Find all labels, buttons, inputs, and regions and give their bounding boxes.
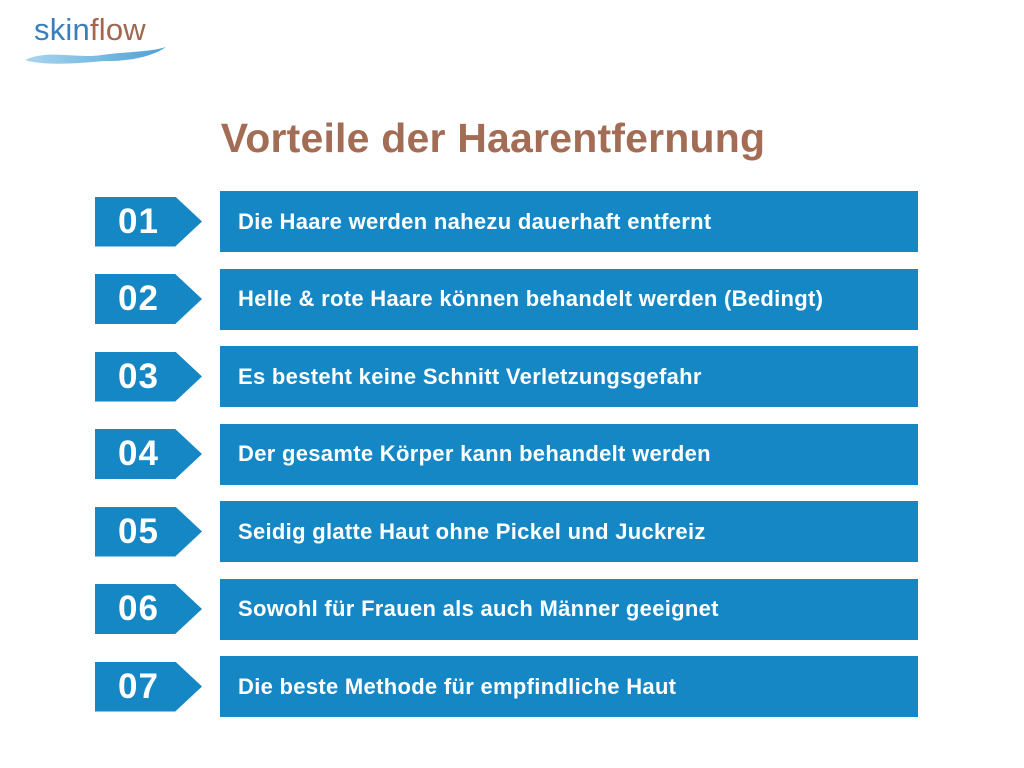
item-text-bar: Seidig glatte Haut ohne Pickel und Juckr… xyxy=(220,501,918,562)
list-item: 03 Es besteht keine Schnitt Verletzungsg… xyxy=(95,346,918,407)
item-number-badge: 06 xyxy=(95,584,202,634)
item-text-bar: Der gesamte Körper kann behandelt werden xyxy=(220,423,918,485)
item-number: 02 xyxy=(118,279,159,318)
benefits-list: 01 Die Haare werden nahezu dauerhaft ent… xyxy=(95,191,918,717)
item-text: Sowohl für Frauen als auch Männer geeign… xyxy=(238,596,719,621)
item-number-badge: 07 xyxy=(95,661,202,712)
list-item: 01 Die Haare werden nahezu dauerhaft ent… xyxy=(95,191,918,252)
item-text: Der gesamte Körper kann behandelt werden xyxy=(238,441,711,466)
item-number-badge: 05 xyxy=(95,506,202,557)
list-item: 05 Seidig glatte Haut ohne Pickel und Ju… xyxy=(95,501,918,562)
item-text-bar: Die beste Methode für empfindliche Haut xyxy=(220,656,918,717)
list-item: 07 Die beste Methode für empfindliche Ha… xyxy=(95,656,918,717)
item-number: 04 xyxy=(118,434,159,473)
item-number-badge: 03 xyxy=(95,351,202,402)
wave-swoosh-icon xyxy=(25,47,166,64)
list-item: 04 Der gesamte Körper kann behandelt wer… xyxy=(95,423,918,485)
logo-wordmark: skinflow xyxy=(24,12,172,47)
item-number-badge: 04 xyxy=(95,429,202,479)
list-item: 06 Sowohl für Frauen als auch Männer gee… xyxy=(95,578,918,640)
item-text-bar: Helle & rote Haare können behandelt werd… xyxy=(220,268,918,330)
item-number: 05 xyxy=(118,511,159,551)
item-text-bar: Die Haare werden nahezu dauerhaft entfer… xyxy=(220,191,918,252)
item-text: Die Haare werden nahezu dauerhaft entfer… xyxy=(238,208,712,234)
item-text: Es besteht keine Schnitt Verletzungsgefa… xyxy=(238,363,702,389)
item-text: Helle & rote Haare können behandelt werd… xyxy=(238,286,824,311)
logo-text-skin: skin xyxy=(34,12,90,47)
item-text-bar: Es besteht keine Schnitt Verletzungsgefa… xyxy=(220,346,918,407)
logo-text-flow: flow xyxy=(89,12,146,47)
item-text: Seidig glatte Haut ohne Pickel und Juckr… xyxy=(238,518,706,544)
item-text: Die beste Methode für empfindliche Haut xyxy=(238,673,677,699)
item-number-badge: 01 xyxy=(95,196,202,247)
item-text-bar: Sowohl für Frauen als auch Männer geeign… xyxy=(220,578,918,640)
item-number: 01 xyxy=(118,201,159,241)
item-number-badge: 02 xyxy=(95,274,202,324)
skinflow-logo: skinflow xyxy=(24,12,172,66)
list-item: 02 Helle & rote Haare können behandelt w… xyxy=(95,268,918,330)
item-number: 07 xyxy=(118,666,159,706)
item-number: 03 xyxy=(118,356,159,396)
item-number: 06 xyxy=(118,589,159,628)
page-title: Vorteile der Haarentfernung xyxy=(220,115,766,161)
